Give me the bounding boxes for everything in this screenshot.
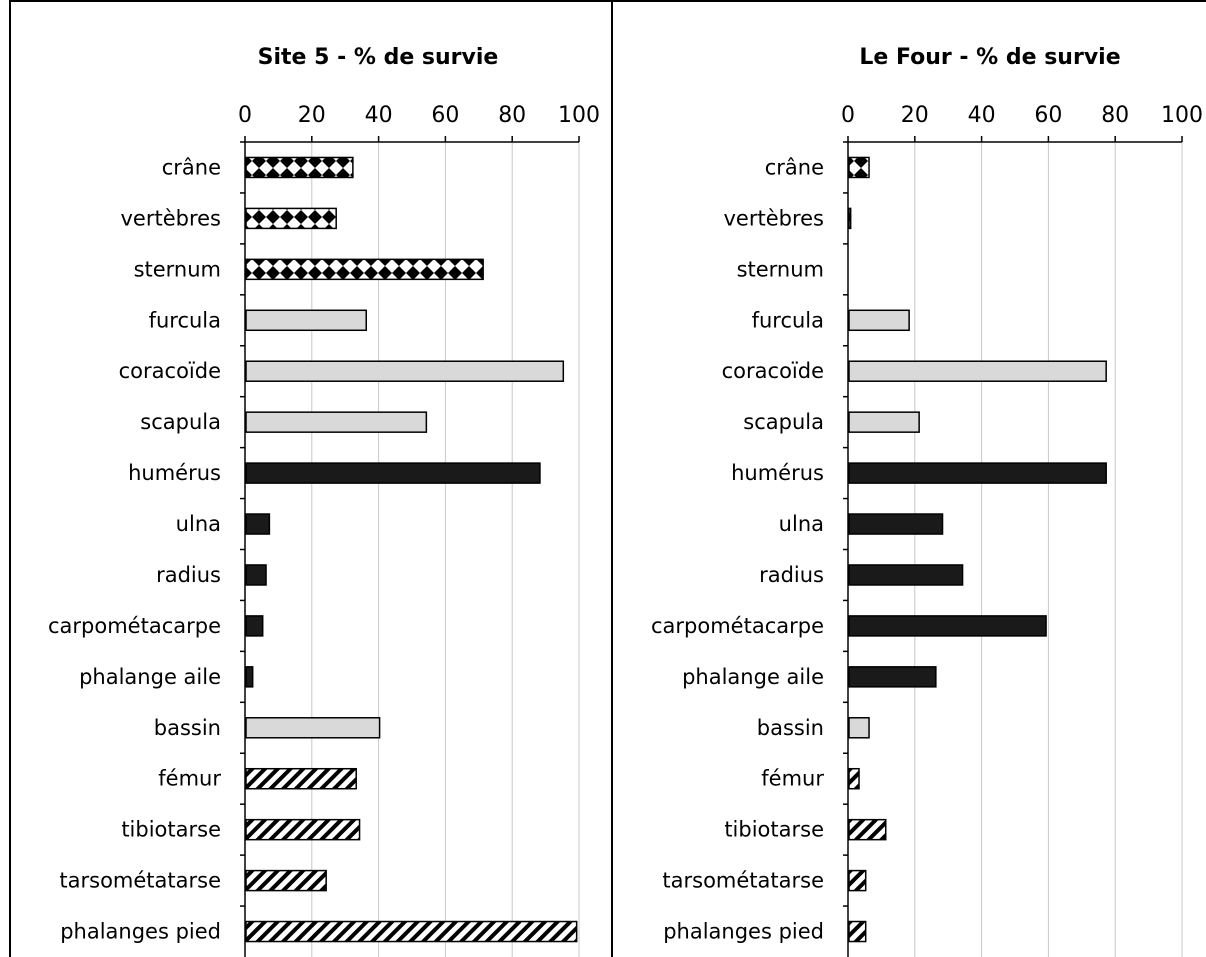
category-label: fémur	[158, 767, 221, 791]
category-label: coracoïde	[119, 359, 221, 383]
category-label: sternum	[134, 257, 221, 281]
x-tick-label: 0	[841, 103, 855, 128]
category-label: tibiotarse	[724, 818, 824, 842]
bar	[245, 767, 357, 790]
bar	[848, 717, 870, 739]
bar	[848, 767, 860, 790]
x-tick-label: 80	[498, 103, 526, 128]
bar	[245, 207, 337, 230]
category-label: vertèbres	[121, 206, 222, 230]
category-label: sternum	[737, 257, 824, 281]
category-label: carpométacarpe	[651, 614, 824, 638]
category-label: phalange aile	[682, 665, 824, 689]
category-label: vertèbres	[724, 206, 825, 230]
bar	[245, 869, 327, 892]
category-label: radius	[156, 563, 221, 587]
x-tick-label: 100	[1161, 103, 1203, 128]
category-label: phalanges pied	[663, 920, 824, 944]
category-label: bassin	[154, 716, 221, 740]
category-label: phalange aile	[79, 665, 221, 689]
bar	[848, 513, 944, 535]
category-label: phalanges pied	[60, 920, 221, 944]
x-tick-label: 20	[901, 103, 929, 128]
x-tick-label: 40	[365, 103, 393, 128]
chart-site5: Site 5 - % de survie 0 20 40 60 80 100 crâne ve…	[48, 45, 600, 957]
bar	[245, 156, 354, 179]
category-label: crâne	[162, 155, 221, 179]
bar	[245, 920, 578, 943]
chart-title: Le Four - % de survie	[859, 45, 1120, 70]
bar	[848, 615, 1047, 637]
category-label: ulna	[176, 512, 221, 536]
category-label: furcula	[149, 308, 221, 332]
bar	[245, 258, 484, 281]
bar	[245, 513, 271, 535]
category-label: crâne	[765, 155, 824, 179]
category-label: scapula	[743, 410, 824, 434]
x-tick-label: 60	[431, 103, 459, 128]
category-label: scapula	[140, 410, 221, 434]
x-tick-label: 0	[238, 103, 252, 128]
x-tick-label: 20	[298, 103, 326, 128]
bar	[848, 156, 870, 179]
category-label: tarsométatarse	[59, 869, 221, 893]
bar	[848, 818, 887, 841]
x-tick-label: 60	[1034, 103, 1062, 128]
category-label: furcula	[752, 308, 824, 332]
category-label: tibiotarse	[121, 818, 221, 842]
category-label: carpométacarpe	[48, 614, 221, 638]
bar	[848, 666, 937, 688]
bar	[245, 360, 565, 382]
x-tick-label: 100	[558, 103, 600, 128]
category-label: humérus	[128, 461, 221, 485]
category-label: fémur	[761, 767, 824, 791]
bar	[848, 207, 852, 230]
bar	[245, 411, 428, 433]
bar	[245, 462, 541, 484]
bar	[245, 717, 381, 739]
x-tick-label: 80	[1101, 103, 1129, 128]
category-label: bassin	[757, 716, 824, 740]
category-label: ulna	[779, 512, 824, 536]
x-tick-label: 40	[968, 103, 996, 128]
bar	[245, 666, 254, 688]
bar	[245, 818, 361, 841]
bar	[848, 360, 1107, 382]
category-label: radius	[759, 563, 824, 587]
bar	[848, 309, 910, 332]
bar	[245, 564, 267, 586]
chart-title: Site 5 - % de survie	[258, 45, 499, 70]
bar	[848, 462, 1107, 484]
category-label: coracoïde	[722, 359, 824, 383]
bar	[848, 869, 867, 892]
bar	[848, 920, 867, 943]
chart-le-four: Le Four - % de survie 0 20 40 60 80 100 crâne v…	[651, 45, 1203, 957]
category-label: humérus	[731, 461, 824, 485]
bar	[245, 615, 264, 637]
category-label: tarsométatarse	[662, 869, 824, 893]
bar	[848, 411, 920, 433]
bar	[848, 564, 964, 586]
bar	[245, 309, 367, 332]
